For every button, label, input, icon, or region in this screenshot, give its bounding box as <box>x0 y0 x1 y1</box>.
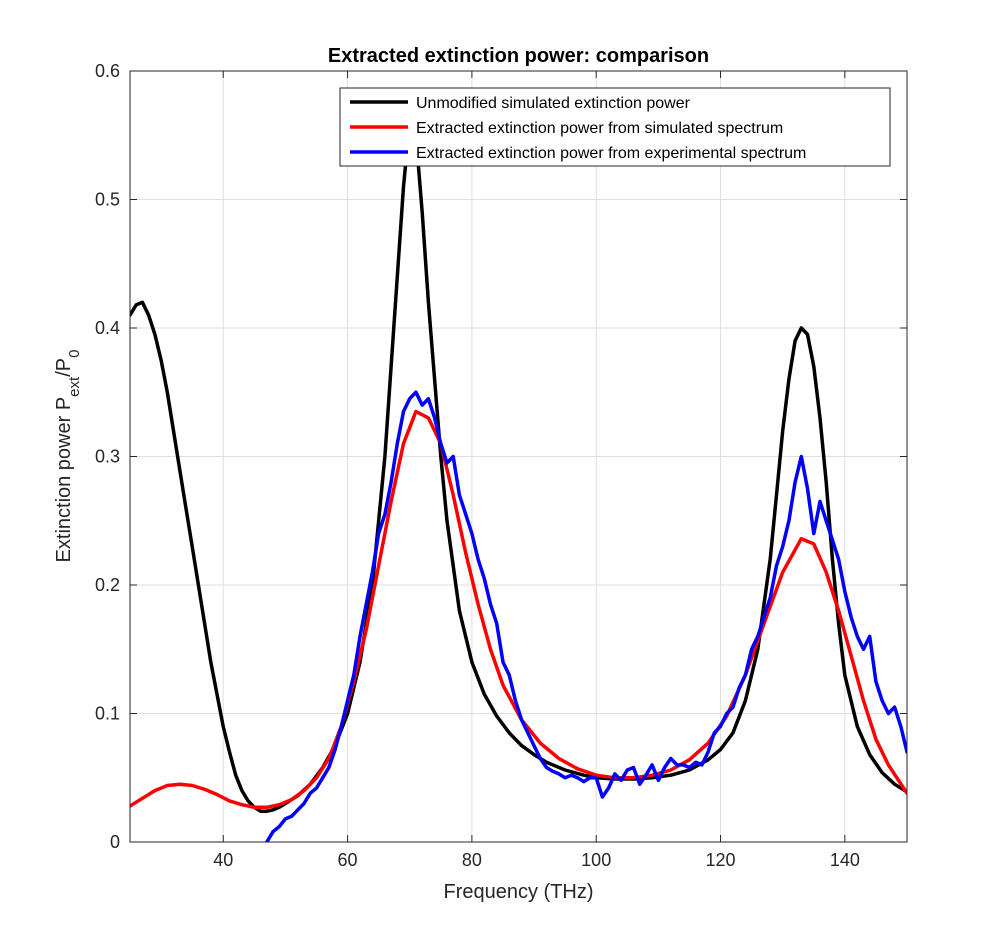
series-layer <box>130 120 907 842</box>
y-tick-label: 0.6 <box>95 61 120 81</box>
legend: Unmodified simulated extinction power Ex… <box>339 87 891 167</box>
x-tick-label: 140 <box>830 850 860 870</box>
x-tick-label: 80 <box>462 850 482 870</box>
legend-label-simulated: Extracted extinction power from simulate… <box>416 120 783 137</box>
x-axis-label: Frequency (THz) <box>443 881 593 903</box>
y-tick-label: 0 <box>110 832 120 852</box>
legend-label-unmodified: Unmodified simulated extinction power <box>416 95 691 112</box>
y-tick-label: 0.2 <box>95 575 120 595</box>
x-tick-label: 120 <box>705 850 735 870</box>
y-axis-label-sub-ext: ext <box>66 376 83 397</box>
legend-box <box>339 87 891 167</box>
y-axis-label: Extinction power Pext/P0 <box>53 350 83 563</box>
tick-layer: 40 60 80 100 120 140 0 0.1 0.2 0.3 0.4 0.5 0.6 <box>95 61 907 870</box>
y-axis-label-sub-zero: 0 <box>66 350 83 358</box>
legend-label-experimental: Extracted extinction power from experime… <box>416 145 806 162</box>
y-tick-label: 0.4 <box>95 318 120 338</box>
chart-title: Extracted extinction power: comparison <box>328 45 709 67</box>
x-tick-label: 100 <box>581 850 611 870</box>
series-line-unmodified <box>130 120 907 813</box>
x-tick-label: 60 <box>338 850 358 870</box>
y-tick-label: 0.5 <box>95 190 120 210</box>
y-tick-label: 0.3 <box>95 447 120 467</box>
x-tick-label: 40 <box>213 850 233 870</box>
y-axis-label-mid: /P <box>53 358 75 377</box>
y-tick-label: 0.1 <box>95 704 120 724</box>
series-line-experimental <box>265 390 907 842</box>
y-axis-label-base: Extinction power P <box>53 397 75 563</box>
series-line-simulated <box>130 409 907 810</box>
